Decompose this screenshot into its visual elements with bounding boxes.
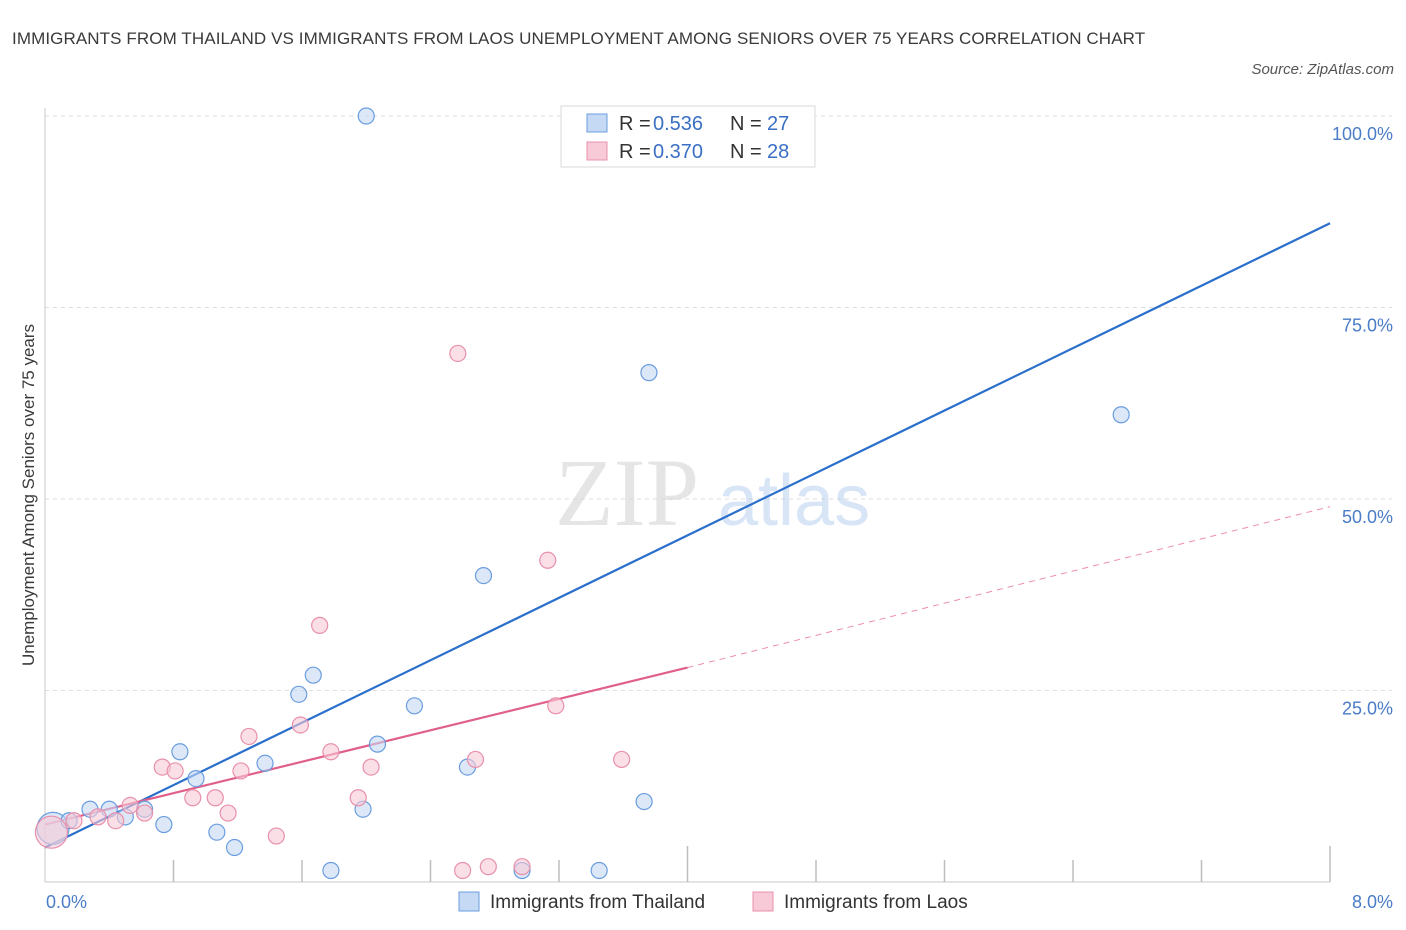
legend-n-value-laos: 28 [767, 141, 789, 163]
point-series-1-0 [34, 815, 69, 849]
legend-r-label-thailand: R = [619, 113, 651, 135]
point-series-0-16 [368, 735, 387, 753]
watermark-zip: ZIP [555, 439, 699, 546]
point-series-1-22 [479, 858, 497, 876]
point-series-1-15 [311, 616, 329, 634]
point-series-1-2 [89, 808, 107, 826]
trend-line-series-0 [44, 222, 1331, 849]
point-series-0-7 [171, 743, 189, 761]
trend-line-series-1 [44, 666, 688, 826]
chart-source: Source: ZipAtlas.com [1251, 61, 1394, 78]
point-series-0-17 [357, 107, 375, 125]
point-series-0-9 [208, 823, 226, 841]
point-series-1-21 [466, 750, 485, 769]
point-series-1-4 [121, 796, 139, 815]
legend-swatch-thailand [586, 113, 608, 133]
series-legend-swatch-thailand [458, 891, 480, 912]
point-series-0-11 [256, 754, 274, 772]
series-legend-label-thailand: Immigrants from Thailand [490, 892, 705, 913]
y-tick-label-2: 75.0% [1342, 316, 1393, 336]
point-series-1-3 [107, 812, 125, 830]
point-series-1-7 [166, 762, 184, 780]
point-series-1-19 [449, 344, 467, 363]
y-tick-label-3: 100.0% [1332, 124, 1393, 144]
point-series-1-11 [232, 762, 250, 780]
point-series-0-12 [290, 685, 308, 703]
point-series-0-10 [225, 838, 244, 857]
legend-n-value-thailand: 27 [767, 113, 789, 135]
point-series-0-6 [155, 815, 173, 834]
y-tick-label-1: 50.0% [1342, 507, 1393, 527]
x-tick-label-1: 8.0% [1352, 892, 1393, 912]
watermark-atlas: atlas [718, 461, 870, 541]
point-series-1-12 [240, 727, 258, 746]
point-series-0-20 [474, 566, 493, 585]
x-tick-labels: 0.0% 8.0% [46, 892, 1393, 912]
point-series-1-26 [613, 750, 631, 769]
chart-title: IMMIGRANTS FROM THAILAND VS IMMIGRANTS F… [12, 29, 1146, 48]
point-series-0-18 [405, 697, 424, 715]
point-series-1-20 [454, 861, 472, 880]
legend-box: R = 0.536 N = 27 R = 0.370 N = 28 [560, 105, 816, 168]
point-series-1-9 [206, 789, 224, 807]
legend-n-label-thailand: N = [730, 113, 762, 135]
trend-lines [44, 222, 1331, 849]
point-series-1-23 [513, 858, 531, 876]
x-tick-label-0: 0.0% [46, 892, 87, 912]
y-tick-label-0: 25.0% [1342, 699, 1393, 719]
point-series-0-13 [304, 666, 322, 684]
point-series-1-10 [219, 804, 237, 822]
point-series-1-1 [65, 812, 83, 830]
series-legend-label-laos: Immigrants from Laos [784, 892, 968, 913]
point-series-1-24 [539, 551, 557, 569]
point-series-1-17 [349, 789, 367, 807]
trend-extension-series-1 [687, 506, 1331, 669]
series-legend: Immigrants from Thailand Immigrants from… [458, 891, 968, 913]
legend-n-label-laos: N = [730, 141, 762, 163]
axes [44, 108, 1331, 883]
legend-r-value-laos: 0.370 [653, 141, 703, 163]
point-series-1-25 [547, 697, 565, 715]
grid-lines [45, 115, 1392, 691]
y-axis-label: Unemployment Among Seniors over 75 years [19, 324, 38, 666]
point-series-0-25 [640, 364, 658, 382]
point-series-1-14 [291, 716, 309, 734]
point-series-1-16 [322, 743, 340, 761]
y-tick-labels: 25.0% 50.0% 75.0% 100.0% [1332, 124, 1393, 719]
point-series-1-18 [362, 758, 380, 776]
series-legend-swatch-laos [752, 891, 774, 912]
point-series-0-22 [590, 861, 608, 880]
point-series-0-8 [187, 769, 205, 788]
legend-r-label-laos: R = [619, 141, 651, 163]
point-series-1-8 [184, 789, 202, 807]
point-series-0-26 [1112, 406, 1130, 424]
legend-r-value-thailand: 0.536 [653, 113, 703, 135]
data-points [34, 107, 1130, 880]
point-series-0-14 [322, 861, 340, 880]
legend-swatch-laos [586, 141, 608, 161]
point-series-1-5 [135, 804, 154, 822]
point-series-0-23 [635, 792, 653, 811]
point-series-1-13 [267, 827, 285, 845]
